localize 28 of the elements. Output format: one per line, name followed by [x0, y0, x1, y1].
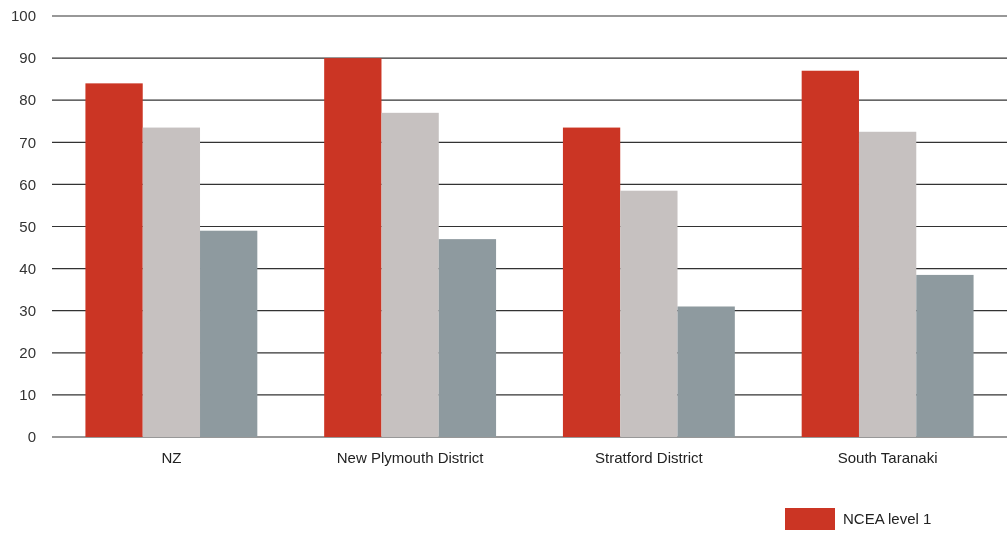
y-tick-label: 60 — [19, 175, 36, 193]
x-tick-label: New Plymouth District — [336, 449, 485, 466]
bar — [677, 306, 735, 437]
bar — [620, 190, 678, 437]
x-tick-label: NZ — [161, 449, 182, 466]
bar — [381, 112, 439, 437]
bar — [801, 70, 859, 437]
y-tick-label: 100 — [10, 7, 36, 25]
bar — [200, 230, 258, 437]
y-tick-label: 50 — [19, 217, 36, 235]
y-tick-label: 30 — [19, 301, 36, 319]
bar — [858, 131, 917, 437]
bar — [438, 239, 497, 437]
legend-label: NCEA level 1 — [843, 510, 932, 528]
y-tick-label: 10 — [19, 386, 36, 404]
y-tick-label: 20 — [19, 344, 36, 362]
bar — [85, 83, 143, 437]
bar — [142, 127, 201, 437]
bar — [324, 58, 382, 437]
x-tick-label: South Taranaki — [837, 449, 938, 466]
y-tick-label: 80 — [19, 91, 36, 109]
y-tick-label: 90 — [19, 49, 36, 67]
bar — [562, 127, 621, 437]
y-tick-label: 0 — [27, 428, 36, 446]
x-tick-label: Stratford District — [595, 449, 704, 466]
y-tick-label: 70 — [19, 133, 36, 151]
bar — [916, 274, 974, 437]
y-tick-label: 40 — [19, 259, 36, 277]
